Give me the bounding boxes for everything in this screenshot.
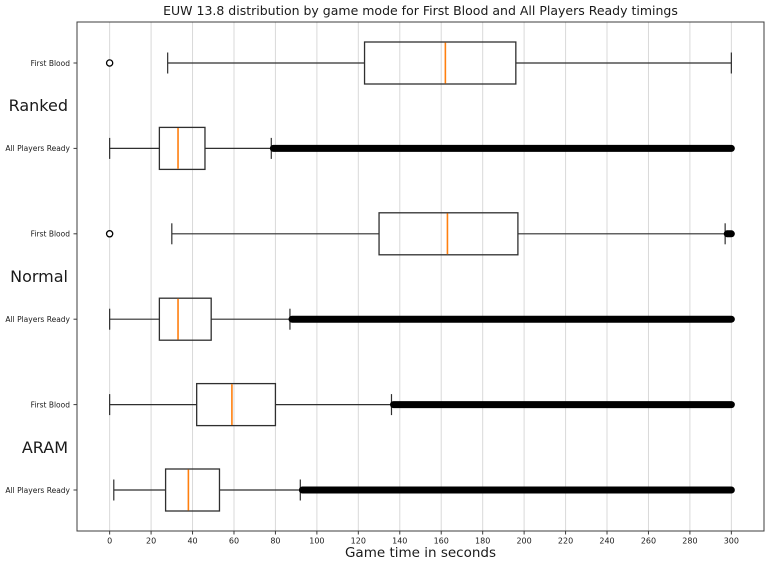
x-tick-label: 280 — [682, 537, 697, 546]
axes-border — [76, 21, 765, 532]
row-label: First Blood — [31, 400, 71, 409]
row-label: All Players Ready — [5, 315, 70, 324]
box — [378, 212, 519, 256]
group-label: ARAM — [22, 438, 68, 457]
group-label: Normal — [10, 267, 68, 286]
x-tick-label: 140 — [392, 537, 407, 546]
outlier-marker — [105, 230, 114, 238]
x-tick-label: 40 — [187, 537, 197, 546]
x-tick-label: 100 — [309, 537, 324, 546]
row-label: All Players Ready — [5, 144, 70, 153]
x-tick-label: 0 — [107, 537, 112, 546]
box — [158, 297, 212, 341]
x-tick-label: 60 — [229, 537, 239, 546]
x-tick-label: 260 — [641, 537, 656, 546]
x-axis-label: Game time in seconds — [344, 545, 497, 561]
chart-title: EUW 13.8 distribution by game mode for F… — [163, 3, 678, 18]
outlier-marker — [105, 59, 114, 67]
group-label: Ranked — [9, 96, 68, 115]
x-tick-label: 160 — [434, 537, 449, 546]
x-tick-label: 80 — [270, 537, 280, 546]
row-label: First Blood — [31, 59, 71, 68]
x-tick-label: 20 — [146, 537, 156, 546]
x-tick-label: 200 — [516, 537, 531, 546]
x-tick-label: 120 — [351, 537, 366, 546]
x-tick-label: 220 — [558, 537, 573, 546]
box — [363, 41, 517, 85]
x-tick-label: 240 — [599, 537, 614, 546]
x-tick-label: 300 — [724, 537, 739, 546]
x-tick-label: 180 — [475, 537, 490, 546]
row-label: First Blood — [31, 230, 71, 239]
box — [158, 126, 206, 171]
box — [164, 468, 221, 512]
box — [196, 382, 277, 427]
row-label: All Players Ready — [5, 486, 70, 495]
